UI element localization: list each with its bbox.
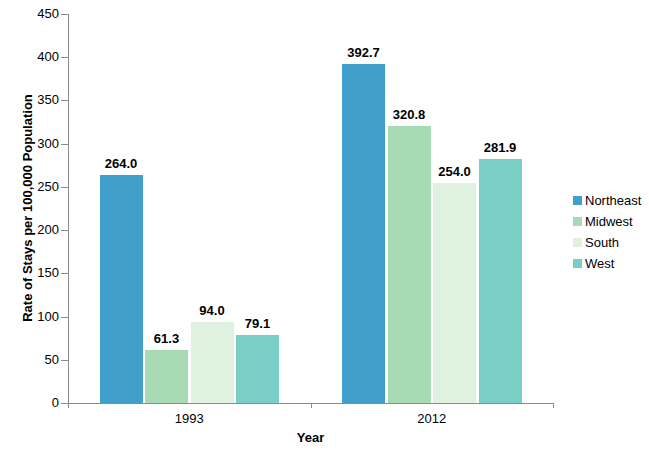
x-axis-tick (553, 403, 554, 408)
y-tick-label: 50 (19, 352, 59, 368)
y-axis-tick (61, 230, 68, 231)
legend-marker-icon (573, 196, 582, 205)
y-axis-tick (61, 100, 68, 101)
legend-marker-icon (573, 217, 582, 226)
y-axis-tick (61, 144, 68, 145)
y-axis-tick (61, 403, 68, 404)
category-label: 2012 (417, 411, 446, 426)
bar-northeast (100, 175, 143, 403)
y-axis-tick (61, 14, 68, 15)
legend-label: South (585, 235, 619, 250)
legend-label: Northeast (585, 193, 641, 208)
bar-midwest (145, 350, 188, 403)
x-axis-tick (311, 403, 312, 408)
legend-item-west: West (573, 253, 641, 274)
data-label: 79.1 (245, 316, 270, 331)
data-label: 392.7 (347, 45, 380, 60)
y-axis-tick (61, 57, 68, 58)
y-axis-tick (61, 187, 68, 188)
legend-label: West (585, 256, 614, 271)
legend-item-south: South (573, 232, 641, 253)
legend-label: Midwest (585, 214, 633, 229)
data-label: 264.0 (105, 156, 138, 171)
y-tick-label: 450 (19, 6, 59, 22)
bar-south (191, 322, 234, 403)
x-axis-tick (68, 403, 69, 408)
bar-west (236, 335, 279, 403)
data-label: 320.8 (393, 107, 426, 122)
bar-chart: Rate of Stays per 100,000 Population Yea… (0, 0, 649, 460)
y-tick-label: 350 (19, 92, 59, 108)
data-label: 281.9 (484, 140, 517, 155)
y-axis-tick (61, 317, 68, 318)
legend-item-midwest: Midwest (573, 211, 641, 232)
x-axis-title: Year (68, 430, 553, 445)
y-axis-line (68, 14, 69, 403)
bar-midwest (388, 126, 431, 403)
y-tick-label: 400 (19, 49, 59, 65)
y-tick-label: 300 (19, 136, 59, 152)
y-tick-label: 150 (19, 265, 59, 281)
y-tick-label: 250 (19, 179, 59, 195)
data-label: 94.0 (199, 303, 224, 318)
y-axis-tick (61, 360, 68, 361)
y-tick-label: 100 (19, 309, 59, 325)
legend-marker-icon (573, 259, 582, 268)
legend-marker-icon (573, 238, 582, 247)
data-label: 254.0 (438, 164, 471, 179)
y-tick-label: 0 (19, 395, 59, 411)
bar-west (479, 159, 522, 403)
data-label: 61.3 (154, 331, 179, 346)
category-label: 1993 (175, 411, 204, 426)
bar-south (433, 183, 476, 403)
legend: Northeast Midwest South West (573, 190, 641, 274)
y-axis-title: Rate of Stays per 100,000 Population (20, 94, 35, 322)
y-tick-label: 200 (19, 222, 59, 238)
legend-item-northeast: Northeast (573, 190, 641, 211)
y-axis-tick (61, 273, 68, 274)
bar-northeast (342, 64, 385, 403)
